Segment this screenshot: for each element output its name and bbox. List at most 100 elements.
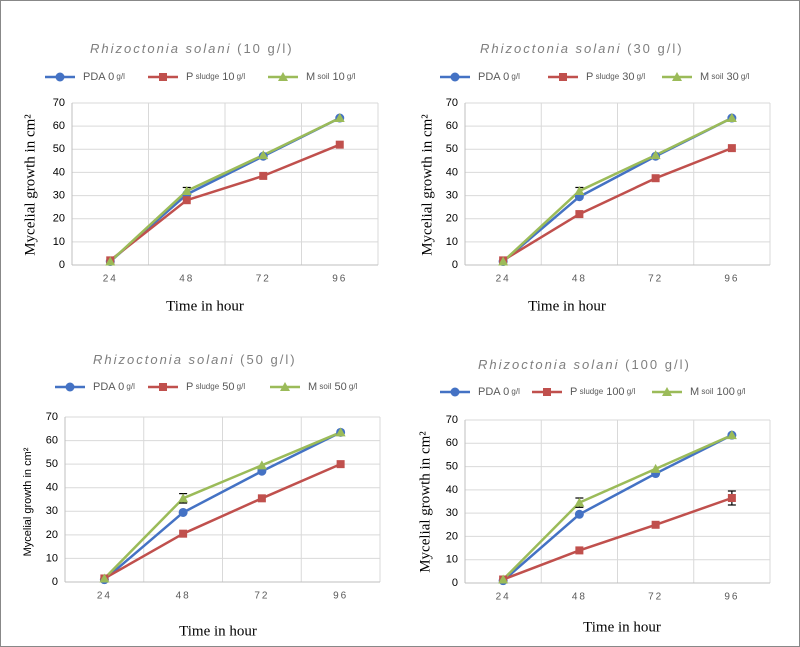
data-point [336, 460, 345, 469]
data-point [259, 171, 268, 180]
y-tick-label: 0 [52, 576, 58, 588]
legend-label: P sludge 100 g/l [570, 386, 635, 398]
data-point [257, 494, 266, 503]
series-line [502, 434, 733, 582]
x-tick-label: 96 [332, 274, 347, 285]
x-tick-label: 72 [254, 591, 269, 602]
data-point [575, 210, 584, 219]
y-tick-label: 40 [446, 166, 458, 178]
series-line [109, 143, 341, 262]
legend-label: P sludge 10 g/l [186, 71, 245, 83]
y-tick-label: 30 [46, 505, 58, 517]
data-point [256, 460, 267, 470]
y-tick-label: 30 [446, 189, 458, 201]
data-point [178, 507, 188, 517]
y-tick-label: 60 [446, 120, 458, 132]
y-tick-label: 70 [446, 414, 458, 426]
legend-label: P sludge 50 g/l [186, 381, 245, 393]
y-axis-label: Mycelial growth in cm² [22, 114, 38, 256]
data-point [178, 493, 189, 503]
y-tick-label: 70 [53, 97, 65, 109]
x-axis-label: Time in hour [528, 298, 606, 314]
y-axis-label: Mycelial growth in cm² [417, 431, 433, 573]
x-tick-label: 96 [333, 591, 348, 602]
legend-label: M soil 10 g/l [306, 71, 356, 83]
legend-marker [450, 72, 460, 82]
chart-title: Rhizoctonia solani (30 g/l) [480, 41, 684, 56]
legend-marker [672, 72, 682, 81]
x-tick-label: 72 [256, 274, 271, 285]
data-point [258, 150, 269, 160]
chart-panel-1: Rhizoctonia solani (10 g/l) PDA 0 g/l P sl… [22, 41, 379, 314]
data-point [498, 256, 509, 266]
y-tick-label: 60 [446, 437, 458, 449]
legend-label: M soil 100 g/l [690, 386, 746, 398]
data-point [182, 196, 191, 205]
series-line [502, 116, 733, 263]
data-point [575, 546, 584, 555]
y-tick-label: 20 [446, 530, 458, 542]
y-tick-label: 0 [452, 259, 458, 271]
data-point [181, 185, 192, 195]
y-tick-label: 0 [59, 259, 65, 271]
x-tick-label: 48 [572, 274, 587, 285]
series-line [103, 462, 342, 580]
data-point [726, 430, 737, 440]
legend-marker [559, 73, 567, 81]
chart-panel-3: Rhizoctonia solani (50 g/l) PDA 0 g/l P sl… [22, 352, 381, 639]
y-tick-label: 70 [46, 411, 58, 423]
y-tick-label: 20 [53, 213, 65, 225]
chart-panel-4: Rhizoctonia solani (100 g/l) PDA 0 g/l P s… [417, 357, 771, 635]
x-tick-label: 24 [103, 274, 118, 285]
chart-title: Rhizoctonia solani (50 g/l) [93, 352, 297, 367]
data-point [726, 113, 737, 123]
x-tick-label: 96 [724, 274, 739, 285]
y-tick-label: 30 [53, 189, 65, 201]
legend-marker [159, 73, 167, 81]
y-tick-label: 10 [53, 236, 65, 248]
x-tick-label: 48 [176, 591, 191, 602]
data-point [99, 573, 110, 583]
data-point [574, 185, 585, 195]
y-tick-label: 10 [446, 236, 458, 248]
legend-label: M soil 30 g/l [700, 71, 750, 83]
x-tick-label: 24 [496, 592, 511, 603]
legend-label: M soil 50 g/l [308, 381, 358, 393]
chart-panel-2: Rhizoctonia solani (30 g/l) PDA 0 g/l P sl… [419, 41, 771, 314]
data-point [651, 520, 660, 529]
y-tick-label: 40 [446, 484, 458, 496]
legend-label: PDA 0 g/l [478, 386, 520, 398]
legend-label: P sludge 30 g/l [586, 71, 645, 83]
data-point [574, 497, 585, 507]
data-point [334, 113, 345, 123]
y-tick-label: 50 [446, 143, 458, 155]
legend-marker [662, 387, 672, 396]
y-tick-label: 60 [53, 120, 65, 132]
data-point [727, 144, 736, 153]
x-axis-label: Time in hour [179, 623, 257, 639]
legend-marker [159, 383, 167, 391]
y-tick-label: 70 [446, 97, 458, 109]
data-point [105, 256, 116, 266]
legend-label: PDA 0 g/l [83, 71, 125, 83]
x-axis-label: Time in hour [166, 298, 244, 314]
data-point [335, 427, 346, 437]
y-tick-label: 10 [46, 552, 58, 564]
legend-marker [278, 72, 288, 81]
y-axis-label: Mycelial growth in cm² [22, 447, 34, 556]
x-tick-label: 96 [724, 592, 739, 603]
legend-marker [65, 382, 75, 392]
y-axis-label: Mycelial growth in cm² [419, 114, 435, 256]
y-tick-label: 50 [53, 143, 65, 155]
chart-title: Rhizoctonia solani (10 g/l) [90, 41, 294, 56]
x-tick-label: 24 [97, 591, 112, 602]
x-tick-label: 48 [572, 592, 587, 603]
data-point [498, 574, 509, 584]
series-line [103, 431, 342, 581]
legend-label: PDA 0 g/l [93, 381, 135, 393]
series-line [502, 146, 733, 262]
y-tick-label: 60 [46, 434, 58, 446]
x-tick-label: 48 [179, 274, 194, 285]
y-tick-label: 10 [446, 554, 458, 566]
